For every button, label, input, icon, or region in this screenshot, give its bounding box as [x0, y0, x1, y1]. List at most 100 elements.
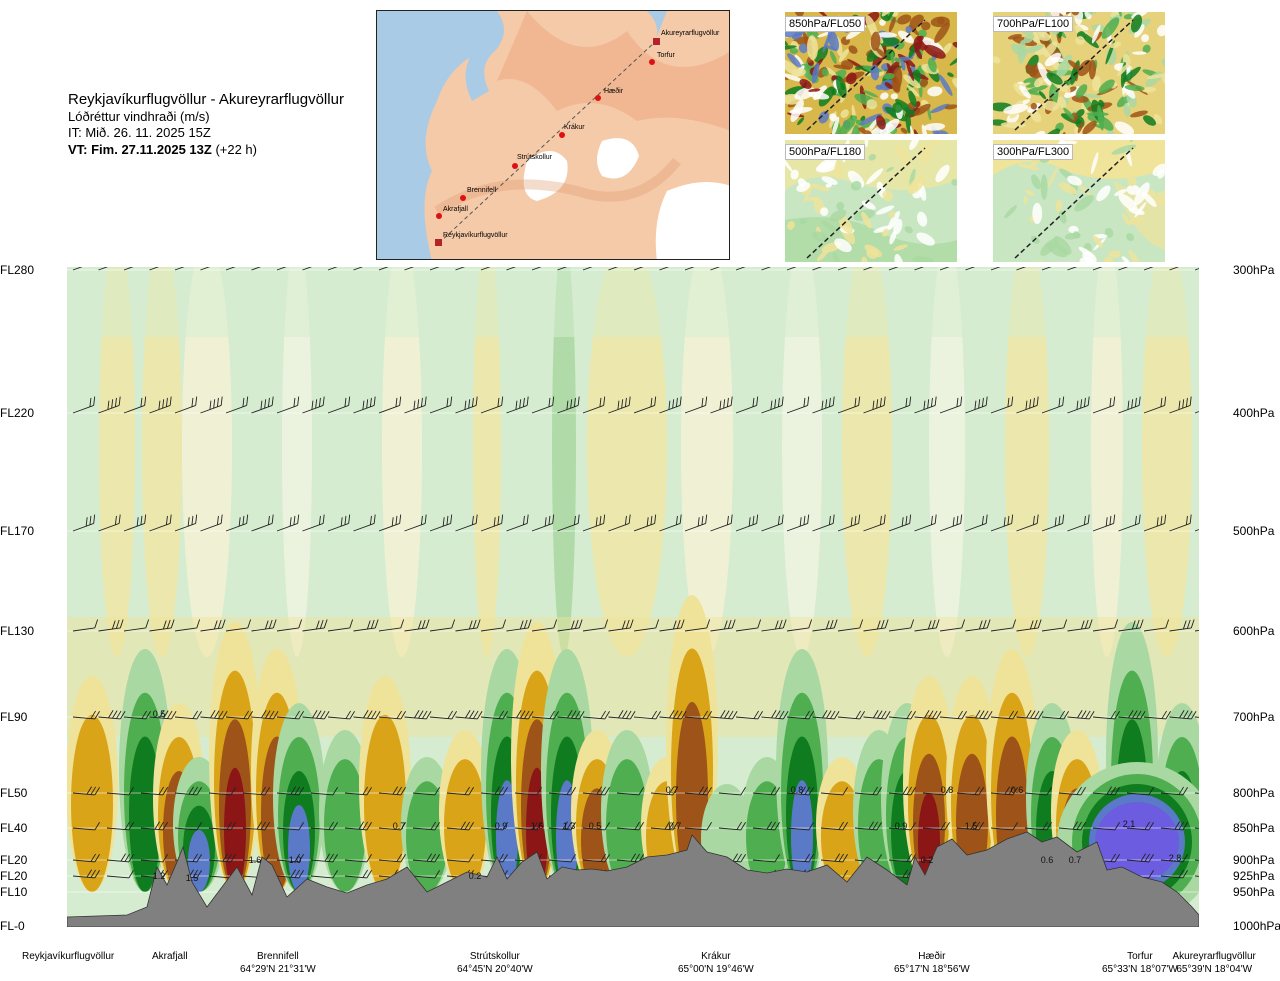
wind-barb: [404, 710, 432, 720]
weak-band: [382, 267, 422, 657]
fl-label: FL50: [0, 786, 28, 800]
wind-barb: [72, 853, 100, 863]
value-label: 1.6: [249, 855, 262, 865]
wind-barb: [276, 869, 304, 879]
wind-barb: [786, 514, 810, 532]
wind-barb: [72, 619, 99, 632]
wind-barb: [1092, 710, 1120, 720]
wind-barb: [820, 853, 848, 863]
wind-barb: [378, 822, 406, 831]
wind-barb: [140, 821, 168, 831]
wind-barb: [1143, 396, 1167, 414]
route-title: Reykjavíkurflugvöllur - Akureyrarflugvöl…: [68, 91, 344, 108]
weak-band: [587, 267, 667, 657]
wind-barb: [242, 786, 270, 796]
weak-band: [842, 267, 892, 657]
value-label: 1.5: [186, 873, 199, 883]
wind-barb: [1016, 514, 1039, 532]
wind-barb: [718, 821, 746, 831]
wind-barb: [710, 267, 732, 271]
wind-barb: [990, 822, 1018, 831]
wind-barb: [225, 267, 247, 271]
wind-barb: [1118, 267, 1140, 271]
wind-barb: [1118, 710, 1146, 720]
wind-barb: [353, 267, 375, 271]
station-name: Krákur: [701, 951, 731, 962]
wind-barb: [276, 710, 304, 720]
fl-label: FL130: [0, 624, 35, 638]
wind-barb: [123, 267, 145, 271]
wind-barb: [123, 619, 150, 632]
wind-barb: [1067, 396, 1090, 414]
wind-barb: [412, 870, 440, 879]
wind-barb: [353, 396, 376, 414]
wind-barb: [106, 853, 134, 863]
wind-barb: [735, 267, 757, 271]
wind-barb: [208, 853, 236, 863]
wind-barb: [480, 619, 507, 632]
wind-barb: [888, 619, 915, 632]
wind-barb: [344, 821, 372, 831]
wind-barb: [863, 514, 886, 532]
wind-barb: [752, 786, 780, 796]
station-name: Akrafjall: [152, 951, 188, 962]
pressure-label: 950hPa: [1233, 885, 1275, 899]
station-name: Hæðir: [918, 951, 946, 962]
mini-map-850-label: 850hPa/FL050: [785, 16, 866, 32]
wind-barb: [1194, 627, 1199, 632]
updraft-cell: [1095, 802, 1179, 882]
wind-barb: [455, 267, 477, 271]
wind-barb: [149, 619, 175, 632]
wind-barb: [710, 396, 733, 414]
wind-barb: [1067, 710, 1095, 720]
wind-barb: [531, 710, 559, 720]
weak-band: [552, 267, 576, 657]
wind-barb: [557, 710, 585, 720]
wind-barb: [761, 710, 789, 720]
wind-barb: [1194, 827, 1199, 831]
value-label: 0.7: [669, 821, 682, 831]
weak-band: [782, 267, 822, 657]
cross-section-chart: 0.5 1.2 1.5 1.6 1.0 0.7 0.2 0.9 1.6 1.3 0.5 0.7 0.7 0…: [67, 267, 1199, 927]
wind-barb: [174, 786, 202, 796]
wind-barb: [310, 870, 338, 879]
wind-barb: [506, 619, 532, 632]
wind-barb: [208, 821, 236, 831]
wind-barb: [140, 854, 168, 863]
wind-barb: [149, 514, 172, 532]
wind-barb: [837, 267, 859, 271]
wind-barb: [378, 853, 406, 863]
wind-barb: [200, 396, 223, 414]
wind-barb: [302, 710, 330, 720]
pressure-label: 850hPa: [1233, 821, 1275, 835]
wind-barb: [812, 267, 834, 271]
wind-barb: [1143, 514, 1167, 532]
value-label: 0.9: [895, 821, 908, 831]
wind-barb: [557, 267, 579, 271]
wind-barb: [1016, 619, 1042, 632]
wind-barb: [1194, 875, 1199, 879]
station-name: Reykjavíkurflugvöllur: [22, 951, 115, 962]
wind-barb: [888, 853, 916, 863]
weak-band: [1091, 267, 1123, 657]
wind-barb: [650, 786, 678, 796]
wind-barb: [455, 396, 478, 414]
mini-map-300: 300hPa/FL300: [993, 140, 1165, 262]
wind-barb: [608, 619, 634, 632]
wind-barb: [557, 514, 580, 532]
valid-time: VT: Fim. 27.11.2025 13Z (+22 h): [68, 141, 388, 158]
wind-barb: [140, 786, 168, 796]
wind-barb: [1041, 710, 1069, 720]
wind-barb: [582, 822, 610, 831]
station-label: Reykjavíkurflugvöllur: [22, 950, 114, 963]
wind-barb: [327, 396, 351, 414]
wind-barb: [888, 396, 912, 414]
wind-barb: [123, 710, 151, 720]
value-label: 1.6: [531, 821, 544, 831]
downdraft-cell: [71, 714, 113, 892]
terrain-profile: [67, 831, 1199, 927]
wind-barb: [446, 821, 474, 831]
wind-barb: [650, 821, 678, 831]
station-coord: 65°33'N 18°07'W: [1102, 964, 1178, 975]
wind-barb: [812, 396, 835, 414]
